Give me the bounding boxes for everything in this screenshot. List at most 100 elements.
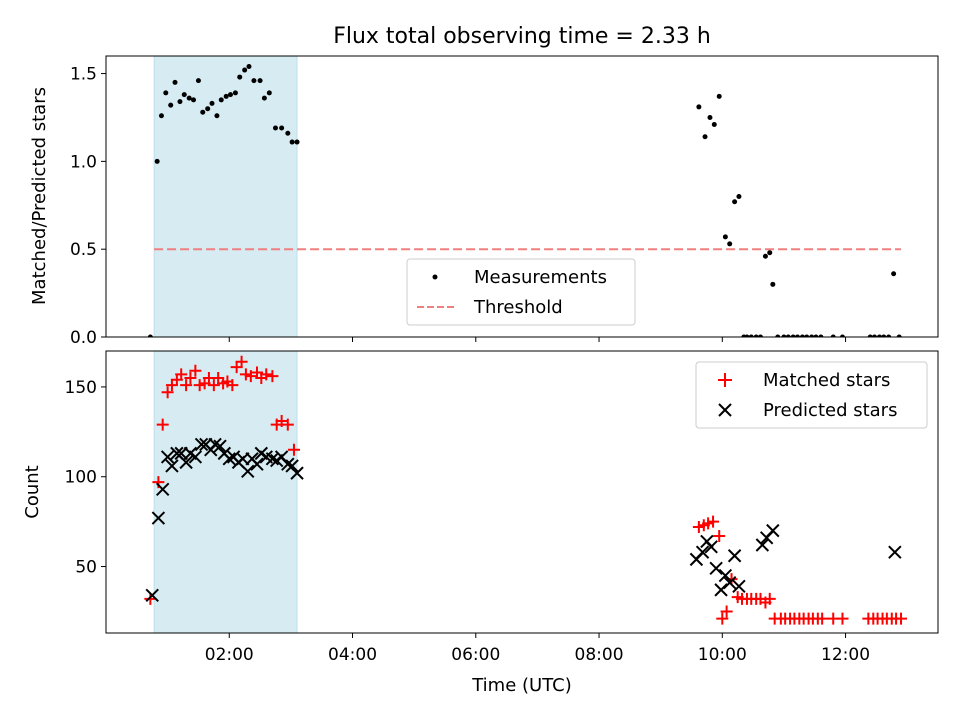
point-measurements [218, 97, 224, 103]
bottom-scatter-points [144, 355, 908, 625]
top-panel: 0.0 0.5 1.0 1.5 Flux total observing time =… [29, 24, 939, 348]
point-matched-stars [266, 370, 279, 383]
point-measurements [257, 78, 263, 84]
bottom-legend: Matched stars Predicted stars [695, 361, 928, 429]
point-measurements [242, 67, 248, 73]
bottom-shaded-region [153, 350, 298, 634]
legend-label-threshold: Threshold [473, 297, 563, 318]
point-measurements [261, 95, 267, 101]
point-measurements [696, 104, 702, 110]
point-measurements [785, 334, 791, 337]
point-predicted-stars [718, 568, 733, 583]
point-matched-stars [184, 371, 197, 384]
point-predicted-stars [285, 459, 299, 473]
point-measurements [272, 125, 278, 131]
legend-label-predicted: Predicted stars [763, 400, 897, 421]
point-predicted-stars [213, 439, 227, 453]
x-tick-label: 02:00 [205, 645, 254, 665]
point-measurements [744, 334, 750, 337]
point-measurements [702, 134, 708, 140]
y-tick-label: 100 [65, 468, 97, 488]
point-predicted-stars [709, 561, 723, 576]
point-measurements [876, 334, 882, 337]
y-tick-label: 1.0 [70, 152, 97, 172]
point-matched-stars [161, 386, 174, 399]
point-predicted-stars [188, 450, 203, 464]
point-matched-stars [707, 515, 720, 528]
point-measurements [707, 114, 713, 120]
point-measurements [147, 334, 153, 337]
point-predicted-stars [695, 545, 710, 559]
point-predicted-stars [194, 437, 209, 452]
point-measurements [732, 199, 738, 205]
point-matched-stars [244, 370, 257, 383]
point-predicted-stars [222, 452, 236, 466]
point-matched-stars [235, 355, 248, 368]
point-measurements [781, 334, 787, 337]
point-measurements [758, 334, 764, 337]
point-measurements [881, 334, 887, 337]
x-tick-label: 12:00 [821, 645, 870, 665]
point-measurements [154, 158, 160, 164]
point-measurements [813, 334, 819, 337]
legend-label-measurements: Measurements [474, 267, 607, 288]
x-tick-label: 08:00 [575, 645, 624, 665]
legend-label-matched: Matched stars [763, 370, 890, 391]
point-measurements [251, 78, 257, 84]
point-measurements [279, 125, 285, 131]
point-matched-stars [720, 605, 733, 618]
point-predicted-stars [145, 588, 159, 602]
point-matched-stars [281, 418, 294, 431]
x-tick-label: 10:00 [698, 645, 747, 665]
point-measurements [770, 281, 776, 287]
point-matched-stars [713, 530, 726, 543]
point-measurements [891, 271, 897, 277]
point-measurements [209, 100, 215, 106]
point-matched-stars [763, 592, 776, 605]
point-measurements [867, 334, 873, 337]
point-predicted-stars [714, 583, 728, 597]
point-matched-stars [816, 612, 829, 625]
point-measurements [809, 334, 815, 337]
point-measurements [232, 90, 238, 96]
point-predicted-stars [160, 450, 175, 464]
legend-marker-measurements [432, 274, 438, 280]
point-measurements [790, 334, 796, 337]
point-measurements [839, 334, 845, 337]
x-axis-label: Time (UTC) [471, 675, 572, 696]
point-matched-stars [287, 443, 300, 456]
point-matched-stars [836, 612, 849, 625]
point-measurements [775, 334, 781, 337]
point-predicted-stars [179, 455, 193, 470]
point-predicted-stars [155, 482, 170, 497]
point-measurements [794, 334, 800, 337]
point-matched-stars [144, 592, 157, 605]
point-measurements [168, 102, 174, 108]
top-y-axis-label: Matched/Predicted stars [29, 87, 50, 305]
point-predicted-stars [151, 511, 166, 525]
point-measurements [285, 130, 291, 136]
point-measurements [200, 109, 206, 115]
point-predicted-stars [165, 459, 179, 473]
top-scatter-points [147, 64, 902, 337]
legend-marker-predicted [718, 403, 732, 417]
point-matched-stars [895, 612, 908, 625]
point-predicted-stars [290, 466, 304, 480]
point-matched-stars [156, 418, 169, 431]
point-measurements [722, 234, 728, 240]
point-measurements [163, 90, 169, 96]
point-matched-stars [207, 379, 220, 392]
y-tick-label: 150 [65, 378, 97, 398]
point-measurements [214, 113, 220, 119]
point-measurements [830, 334, 836, 337]
x-tick-label: 04:00 [328, 645, 377, 665]
point-measurements [799, 334, 805, 337]
top-legend: Measurements Threshold [406, 258, 636, 326]
point-measurements [896, 334, 902, 337]
top-x-ticks [228, 337, 847, 342]
point-measurements [753, 334, 759, 337]
point-measurements [886, 334, 892, 337]
bottom-x-ticks: 02:00 04:00 06:00 08:00 10:00 12:00 [205, 633, 870, 665]
point-measurements [177, 99, 183, 105]
point-predicted-stars [241, 464, 255, 479]
